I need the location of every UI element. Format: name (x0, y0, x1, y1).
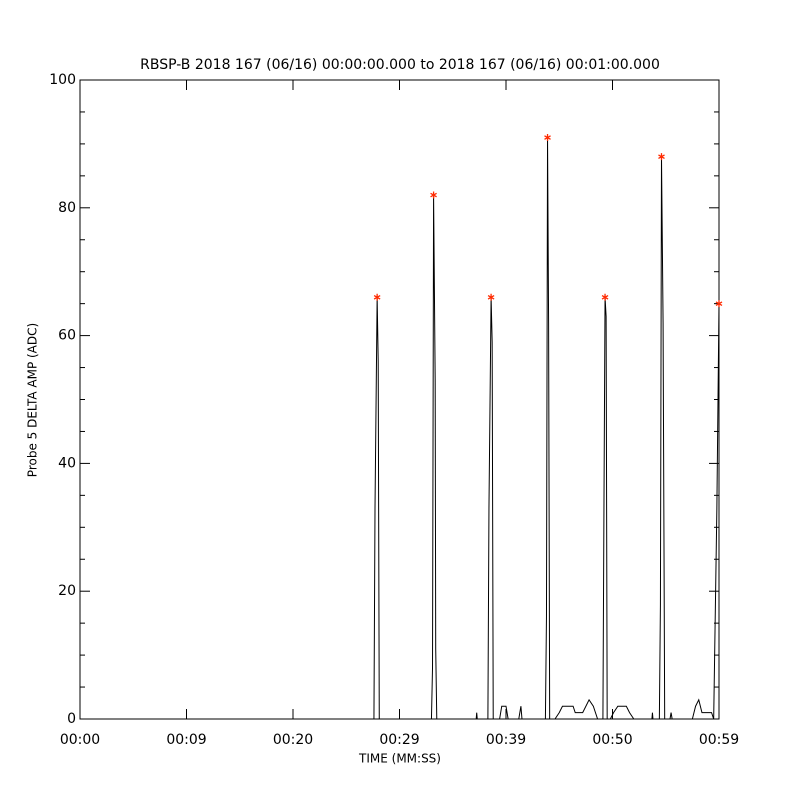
x-tick-label: 00:20 (273, 732, 313, 748)
y-tick-label: 100 (49, 72, 76, 88)
peak-marker (601, 293, 609, 301)
peak-marker (715, 300, 723, 308)
chart-title: RBSP-B 2018 167 (06/16) 00:00:00.000 to … (140, 57, 660, 73)
y-tick-label: 20 (58, 583, 76, 599)
x-tick-label: 00:39 (486, 732, 526, 748)
y-tick-label: 40 (58, 455, 76, 471)
x-tick-label: 00:09 (166, 732, 206, 748)
x-tick-label: 00:50 (592, 732, 632, 748)
x-tick-label: 00:00 (60, 732, 100, 748)
peak-marker (544, 134, 551, 142)
peak-marker (430, 191, 437, 199)
data-line (80, 137, 720, 720)
y-tick-label: 80 (58, 200, 76, 216)
x-tick-label: 00:59 (699, 732, 739, 748)
y-tick-label: 60 (58, 328, 76, 344)
x-axis-label: TIME (MM:SS) (358, 752, 441, 766)
peak-marker (373, 293, 381, 301)
y-axis-label: Probe 5 DELTA AMP (ADC) (26, 323, 40, 477)
peak-marker (658, 153, 665, 161)
peak-marker (487, 293, 495, 301)
x-tick-label: 00:29 (379, 732, 419, 748)
y-tick-label: 0 (67, 711, 76, 727)
